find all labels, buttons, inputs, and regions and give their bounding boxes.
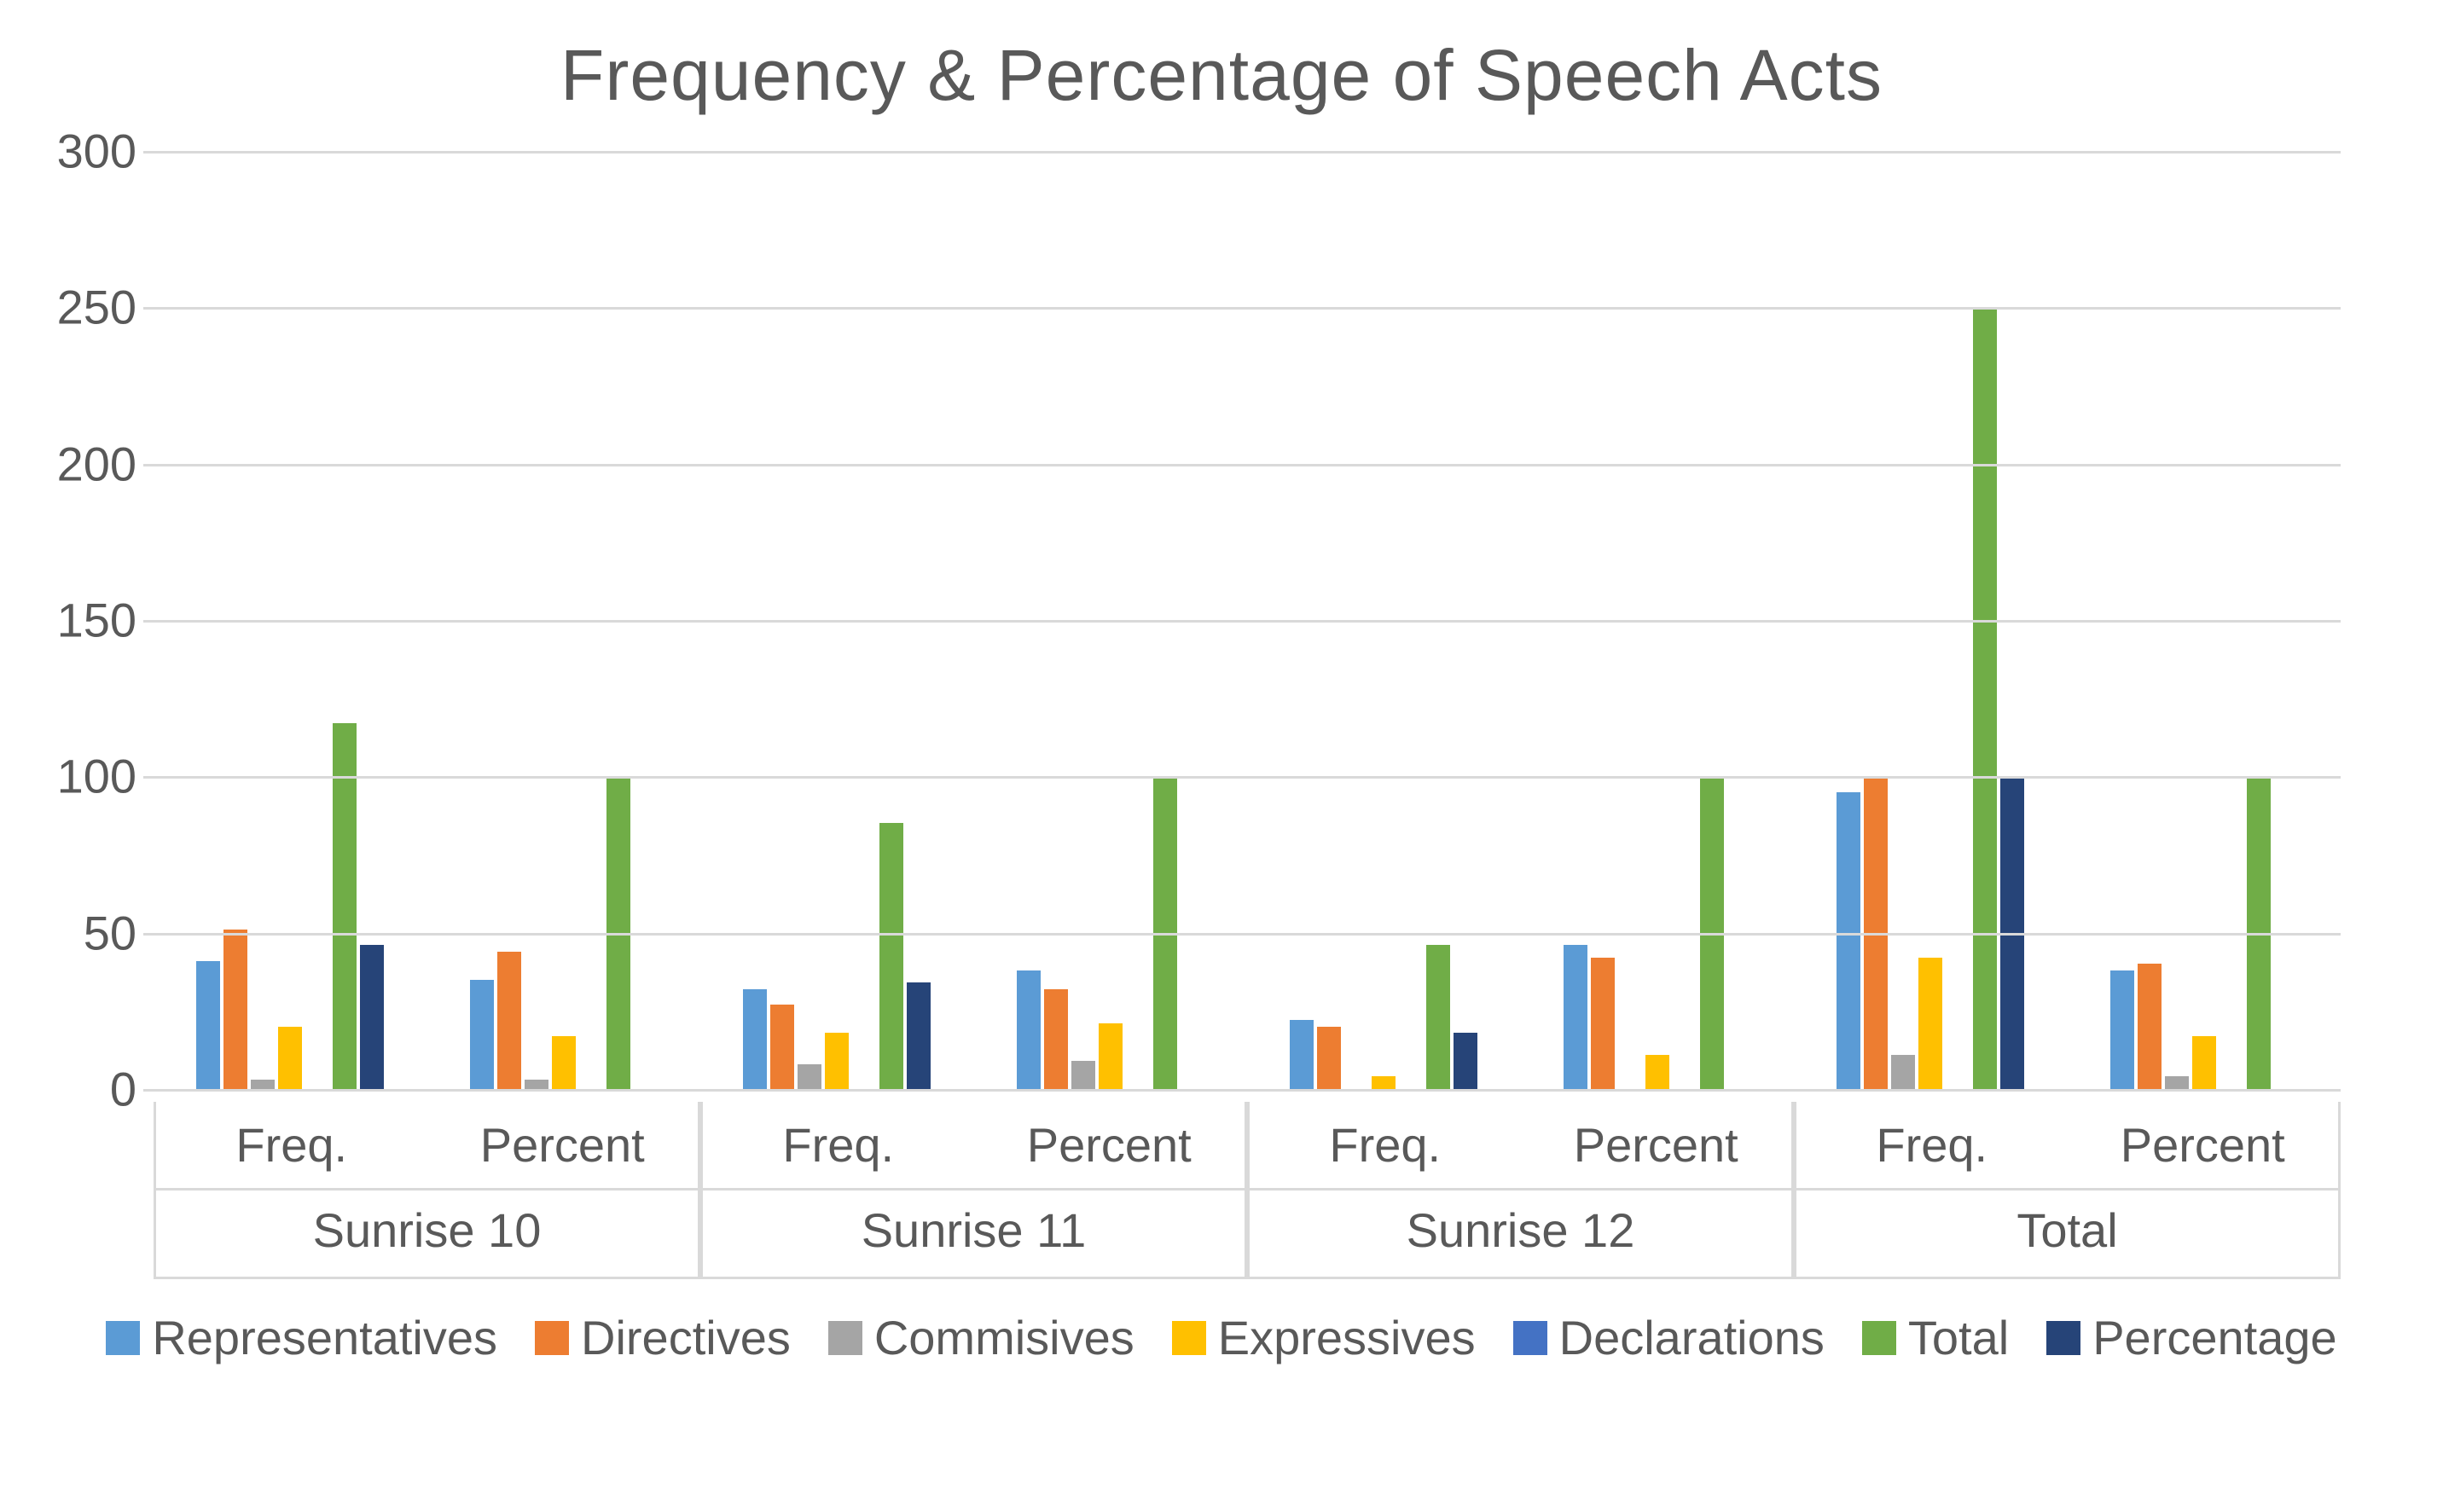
x-major-cell: Freq.PercentTotal	[1794, 1102, 2341, 1279]
y-tick-label: 150	[57, 593, 154, 648]
bar-representatives	[1564, 945, 1587, 1089]
bar-directives	[497, 952, 521, 1089]
bar-percentage	[907, 982, 931, 1089]
bar-directives	[223, 930, 247, 1089]
x-major-cell: Freq.PercentSunrise 12	[1247, 1102, 1794, 1279]
legend-label: Directives	[581, 1310, 791, 1365]
bar-representatives	[2110, 970, 2134, 1089]
legend-swatch	[828, 1321, 862, 1355]
x-subrow: Freq.Percent	[1250, 1102, 1791, 1188]
bar-directives	[1044, 989, 1068, 1089]
legend-swatch	[1862, 1321, 1896, 1355]
chart-container: Frequency & Percentage of Speech Acts 05…	[0, 0, 2443, 1512]
plot-area: 050100150200250300	[154, 151, 2341, 1092]
legend-item-expressives: Expressives	[1172, 1310, 1476, 1365]
bar-commisives	[1891, 1055, 1915, 1089]
legend-label: Representatives	[152, 1310, 497, 1365]
bar-representatives	[1017, 970, 1041, 1089]
bar-percentage	[1454, 1033, 1477, 1089]
x-major-label: Sunrise 10	[156, 1188, 698, 1277]
bar-representatives	[743, 989, 767, 1089]
grid-line	[154, 933, 2341, 936]
x-major-label: Sunrise 12	[1250, 1188, 1791, 1277]
legend-item-total: Total	[1862, 1310, 2009, 1365]
bar-directives	[1591, 958, 1615, 1089]
bar-directives	[2138, 964, 2162, 1089]
bar-commisives	[251, 1080, 275, 1089]
grid-line	[154, 620, 2341, 623]
y-tick-label: 100	[57, 749, 154, 804]
x-major-cell: Freq.PercentSunrise 11	[700, 1102, 1247, 1279]
bar-expressives	[1372, 1076, 1396, 1089]
grid-line	[154, 151, 2341, 154]
bar-commisives	[525, 1080, 548, 1089]
x-sub-label: Percent	[427, 1102, 699, 1188]
legend-swatch	[2046, 1321, 2080, 1355]
bar-representatives	[470, 980, 494, 1089]
grid-line	[154, 307, 2341, 310]
bar-representatives	[1290, 1020, 1314, 1089]
grid-line	[154, 464, 2341, 466]
bar-representatives	[196, 961, 220, 1089]
legend: Representatives Directives Commisives Expre…	[68, 1310, 2375, 1365]
legend-swatch	[1172, 1321, 1206, 1355]
legend-swatch	[106, 1321, 140, 1355]
legend-label: Commisives	[874, 1310, 1134, 1365]
subgroup	[1794, 307, 2068, 1089]
x-sub-label: Freq.	[1250, 1102, 1521, 1188]
legend-swatch	[535, 1321, 569, 1355]
legend-item-declarations: Declarations	[1513, 1310, 1825, 1365]
y-tick-label: 250	[57, 280, 154, 335]
bar-expressives	[2192, 1036, 2216, 1089]
bar-expressives	[1099, 1023, 1123, 1089]
bar-commisives	[798, 1064, 821, 1089]
bar-directives	[770, 1005, 794, 1089]
legend-label: Expressives	[1218, 1310, 1476, 1365]
chart-title: Frequency & Percentage of Speech Acts	[68, 34, 2375, 117]
subgroup	[1247, 945, 1521, 1089]
legend-item-directives: Directives	[535, 1310, 791, 1365]
y-tick-label: 50	[84, 905, 154, 960]
x-subrow: Freq.Percent	[703, 1102, 1245, 1188]
x-subrow: Freq.Percent	[156, 1102, 698, 1188]
bar-commisives	[2165, 1076, 2189, 1089]
x-subrow: Freq.Percent	[1796, 1102, 2338, 1188]
subgroup	[700, 823, 974, 1089]
plot-frame: 050100150200250300 Freq.PercentSunrise 1…	[154, 151, 2341, 1279]
legend-label: Percentage	[2092, 1310, 2336, 1365]
legend-label: Total	[1908, 1310, 2009, 1365]
bar-expressives	[552, 1036, 576, 1089]
y-tick-label: 200	[57, 436, 154, 491]
x-sub-label: Freq.	[1796, 1102, 2068, 1188]
bar-percentage	[360, 945, 384, 1089]
category-group	[1794, 307, 2341, 1089]
bar-representatives	[1837, 792, 1860, 1089]
legend-swatch	[1513, 1321, 1547, 1355]
bar-total	[1426, 945, 1450, 1089]
x-axis: Freq.PercentSunrise 10Freq.PercentSunris…	[154, 1102, 2341, 1279]
bar-total	[1973, 307, 1997, 1089]
legend-item-representatives: Representatives	[106, 1310, 497, 1365]
bar-expressives	[825, 1033, 849, 1089]
bar-expressives	[1645, 1055, 1669, 1089]
grid-line	[154, 776, 2341, 779]
bar-directives	[1317, 1027, 1341, 1089]
x-sub-label: Percent	[1521, 1102, 1792, 1188]
legend-label: Declarations	[1559, 1310, 1825, 1365]
legend-item-percentage: Percentage	[2046, 1310, 2336, 1365]
x-major-label: Sunrise 11	[703, 1188, 1245, 1277]
bar-commisives	[1071, 1061, 1095, 1089]
bar-total	[879, 823, 903, 1089]
x-major-cell: Freq.PercentSunrise 10	[154, 1102, 700, 1279]
legend-item-commisives: Commisives	[828, 1310, 1134, 1365]
x-sub-label: Percent	[974, 1102, 1245, 1188]
y-tick-label: 0	[110, 1062, 154, 1117]
x-sub-label: Freq.	[156, 1102, 427, 1188]
bar-expressives	[1918, 958, 1942, 1089]
x-sub-label: Freq.	[703, 1102, 974, 1188]
y-tick-label: 300	[57, 124, 154, 179]
x-major-label: Total	[1796, 1188, 2338, 1277]
bar-expressives	[278, 1027, 302, 1089]
x-sub-label: Percent	[2068, 1102, 2339, 1188]
